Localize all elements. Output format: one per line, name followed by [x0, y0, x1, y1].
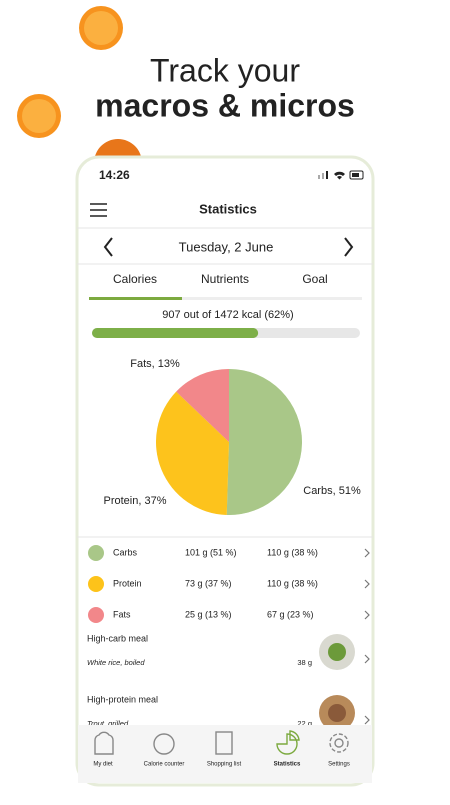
tab[interactable]: Nutrients	[201, 272, 249, 286]
tab[interactable]: Calories	[113, 272, 157, 286]
meal-food: Trout, grilled	[87, 719, 129, 728]
next-day[interactable]	[344, 237, 354, 257]
meal-image	[328, 704, 346, 722]
meal-row[interactable]: High-protein meal Trout, grilled 22 g	[87, 694, 370, 731]
headline: macros & micros	[95, 87, 355, 123]
meal-image	[328, 643, 346, 661]
pie-label: Fats, 13%	[130, 358, 180, 370]
nav-icon	[153, 733, 175, 755]
macro-dot	[88, 576, 104, 592]
chevron	[364, 610, 370, 620]
tab-track	[89, 297, 362, 300]
tab-indicator	[89, 297, 182, 300]
pie-slice	[226, 368, 303, 515]
status-time: 14:26	[99, 168, 130, 182]
meal-amount: 22 g	[297, 719, 312, 728]
header-title: Statistics	[199, 201, 257, 216]
pie-slice	[176, 369, 229, 442]
headline: Track your	[150, 52, 300, 88]
macro-row[interactable]: Carbs 101 g (51 %) 110 g (38 %)	[88, 545, 370, 561]
macro-dot	[88, 545, 104, 561]
progress-fill	[92, 328, 259, 338]
nav-icon	[329, 733, 349, 753]
macro-row[interactable]: Fats 25 g (13 %) 67 g (23 %)	[88, 607, 370, 623]
nav-icon	[276, 730, 300, 755]
macro-dot	[88, 607, 104, 623]
meal-title: High-carb meal	[87, 633, 148, 643]
meal-amount: 38 g	[297, 658, 312, 667]
macro-goal: 110 g (38 %)	[267, 547, 318, 557]
tab[interactable]: Goal	[302, 272, 327, 286]
nav-icon	[94, 731, 114, 755]
nav-icon	[334, 738, 344, 748]
meal-row[interactable]: High-carb meal White rice, boiled 38 g	[87, 633, 370, 670]
chevron	[364, 654, 370, 664]
nav-label[interactable]: Statistics	[274, 762, 301, 768]
macro-name: Fats	[113, 609, 131, 619]
nav-label[interactable]: Settings	[328, 762, 350, 768]
chevron	[364, 548, 370, 558]
meal-food: White rice, boiled	[87, 658, 145, 667]
macro-name: Carbs	[113, 547, 138, 557]
nav-icon	[215, 731, 233, 755]
macro-goal: 67 g (23 %)	[267, 609, 314, 619]
prev-day[interactable]	[103, 237, 113, 257]
app-content: 14:26 Statistics Tuesday, 2 June Calorie…	[77, 168, 373, 731]
pie-label: Protein, 37%	[104, 495, 167, 507]
macro-goal: 110 g (38 %)	[267, 578, 318, 588]
pie-slice	[156, 391, 229, 515]
menu-button[interactable]	[90, 203, 107, 217]
status-icons	[318, 170, 364, 180]
macro-amount: 101 g (51 %)	[185, 547, 237, 557]
meal-title: High-protein meal	[87, 694, 158, 704]
nav-label[interactable]: Shopping list	[207, 762, 242, 768]
chevron	[364, 579, 370, 589]
orange-decoration	[17, 6, 142, 187]
chevron	[364, 715, 370, 725]
nav-label[interactable]: Calorie counter	[144, 762, 185, 768]
nav-label[interactable]: My diet	[93, 762, 113, 768]
macro-name: Protein	[113, 578, 142, 588]
summary: 907 out of 1472 kcal (62%)	[162, 309, 293, 321]
macro-row[interactable]: Protein 73 g (37 %) 110 g (38 %)	[88, 576, 370, 592]
macro-amount: 25 g (13 %)	[185, 609, 232, 619]
macro-amount: 73 g (37 %)	[185, 578, 232, 588]
date: Tuesday, 2 June	[179, 239, 274, 254]
pie-label: Carbs, 51%	[303, 485, 361, 497]
